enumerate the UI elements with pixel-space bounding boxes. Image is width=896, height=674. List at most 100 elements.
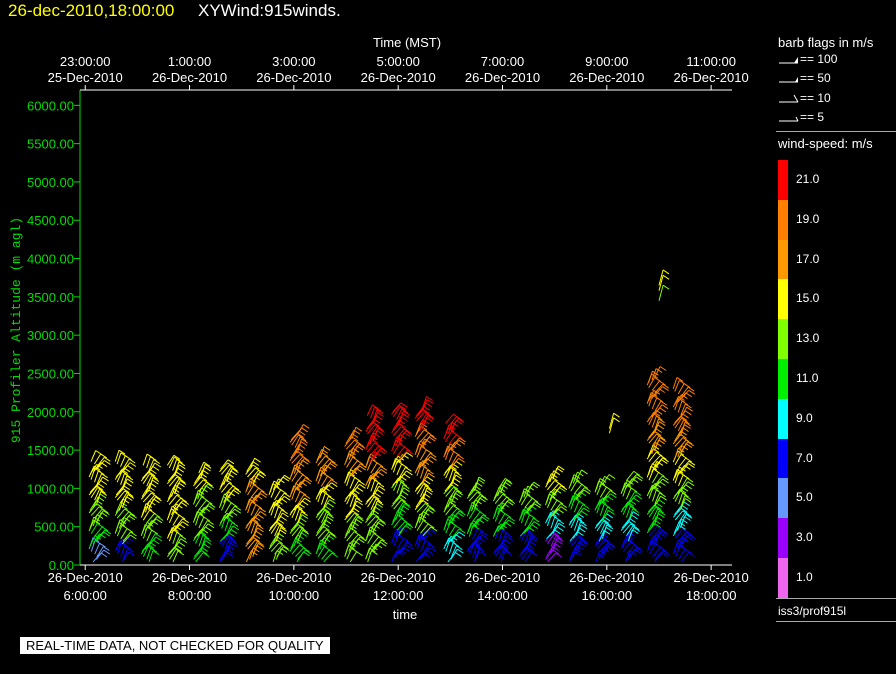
wind-barb-feather <box>353 540 360 545</box>
wind-barb-feather <box>278 478 285 484</box>
wind-barb-feather <box>684 495 692 500</box>
wind-barb <box>323 552 333 563</box>
wind-barb <box>247 484 255 496</box>
wind-barb-feather <box>234 508 241 514</box>
wind-barb <box>194 496 203 508</box>
wind-barb-feather <box>658 499 666 505</box>
wind-barb-feather <box>150 469 157 474</box>
wind-barb-feather <box>227 535 235 541</box>
wind-barb-feather <box>252 519 259 525</box>
wind-barb <box>167 525 176 537</box>
wind-barb-feather <box>102 476 109 482</box>
wind-barb <box>395 508 401 520</box>
wind-barb <box>451 490 458 503</box>
wind-barb-feather <box>660 400 668 406</box>
wind-barb-feather <box>457 454 464 460</box>
wind-barb <box>219 462 228 473</box>
wind-barb <box>550 483 560 493</box>
wind-barb-feather <box>527 547 534 553</box>
wind-barb-feather <box>581 510 588 516</box>
wind-barb <box>365 438 373 450</box>
wind-barb <box>415 440 421 453</box>
wind-barb-feather <box>554 479 561 485</box>
wind-barb <box>246 516 255 527</box>
wind-barb <box>148 516 158 526</box>
wind-barb <box>346 439 355 450</box>
wind-barb <box>672 377 678 389</box>
wind-barb <box>219 512 228 524</box>
wind-barb <box>395 527 402 539</box>
wind-barb <box>602 524 608 537</box>
wind-barb <box>297 549 306 560</box>
wind-barb-feather <box>253 475 261 481</box>
wind-barb <box>628 527 635 539</box>
wind-barb <box>599 476 606 488</box>
wind-barb <box>200 505 209 516</box>
wind-barb <box>654 550 664 560</box>
y-tick-label: 0.00 <box>49 558 74 573</box>
header-product: XYWind:915winds. <box>198 1 341 20</box>
wind-barb <box>370 462 378 474</box>
wind-barb-feather <box>681 518 688 524</box>
wind-barb-feather <box>100 552 108 558</box>
wind-barb-feather <box>458 531 466 537</box>
colorbar-swatch <box>778 319 788 360</box>
wind-barb <box>445 430 453 442</box>
wind-barb <box>652 508 659 520</box>
wind-barb-feather <box>551 476 558 482</box>
wind-barb-feather <box>405 430 413 436</box>
wind-barb <box>289 524 299 534</box>
wind-barb <box>474 534 483 545</box>
wind-barb-feather <box>502 502 509 508</box>
wind-barb-feather <box>253 537 260 543</box>
wind-barb-feather <box>331 482 338 488</box>
wind-barb-feather <box>560 506 568 512</box>
wind-barb <box>396 463 403 476</box>
wind-barb <box>415 460 424 471</box>
wind-barb <box>648 394 653 407</box>
wind-barb <box>654 366 661 378</box>
wind-barb <box>494 493 504 504</box>
wind-barb <box>398 449 408 460</box>
wind-barb-feather <box>400 499 408 505</box>
wind-barb-feather <box>357 516 364 522</box>
x-tick-date: 26-Dec-2010 <box>152 570 227 585</box>
wind-barb <box>398 467 406 478</box>
wind-barb-feather <box>298 430 306 436</box>
wind-barb <box>628 508 634 521</box>
wind-barb <box>293 534 299 547</box>
wind-barb-feather <box>481 530 488 536</box>
wind-barb-feather <box>454 441 462 447</box>
wind-barb <box>247 519 254 532</box>
wind-barb <box>349 534 359 544</box>
wind-barb-feather <box>558 465 565 471</box>
wind-barb <box>647 519 655 531</box>
wind-barb <box>349 477 356 489</box>
wind-barb <box>674 430 682 442</box>
wind-barb <box>392 511 398 523</box>
wind-barb <box>524 551 532 563</box>
wind-barb-feather <box>680 454 688 459</box>
top-axis-label: Time (MST) <box>373 35 441 50</box>
wind-barb <box>471 518 479 530</box>
wind-barb <box>472 511 481 522</box>
wind-barb <box>447 422 453 434</box>
wind-barb-feather <box>397 514 405 520</box>
x-tick-time: 6:00:00 <box>64 588 107 603</box>
wind-barb <box>315 526 324 537</box>
colorbar-swatch <box>778 438 788 479</box>
wind-barb-feather <box>201 487 208 493</box>
y-tick-label: 2000.00 <box>27 405 74 420</box>
wind-barb-feather <box>481 495 488 501</box>
wind-barb-feather <box>655 368 663 374</box>
wind-barb <box>226 540 232 552</box>
wind-barb-feather <box>148 471 156 477</box>
wind-barb <box>193 473 202 484</box>
wind-barb <box>474 495 483 507</box>
wind-barb <box>348 429 355 442</box>
wind-barb <box>648 451 657 463</box>
colorbar-label: 13.0 <box>796 331 820 346</box>
wind-barb <box>345 524 351 536</box>
wind-barb <box>246 461 254 473</box>
wind-barb-feather <box>679 545 687 551</box>
